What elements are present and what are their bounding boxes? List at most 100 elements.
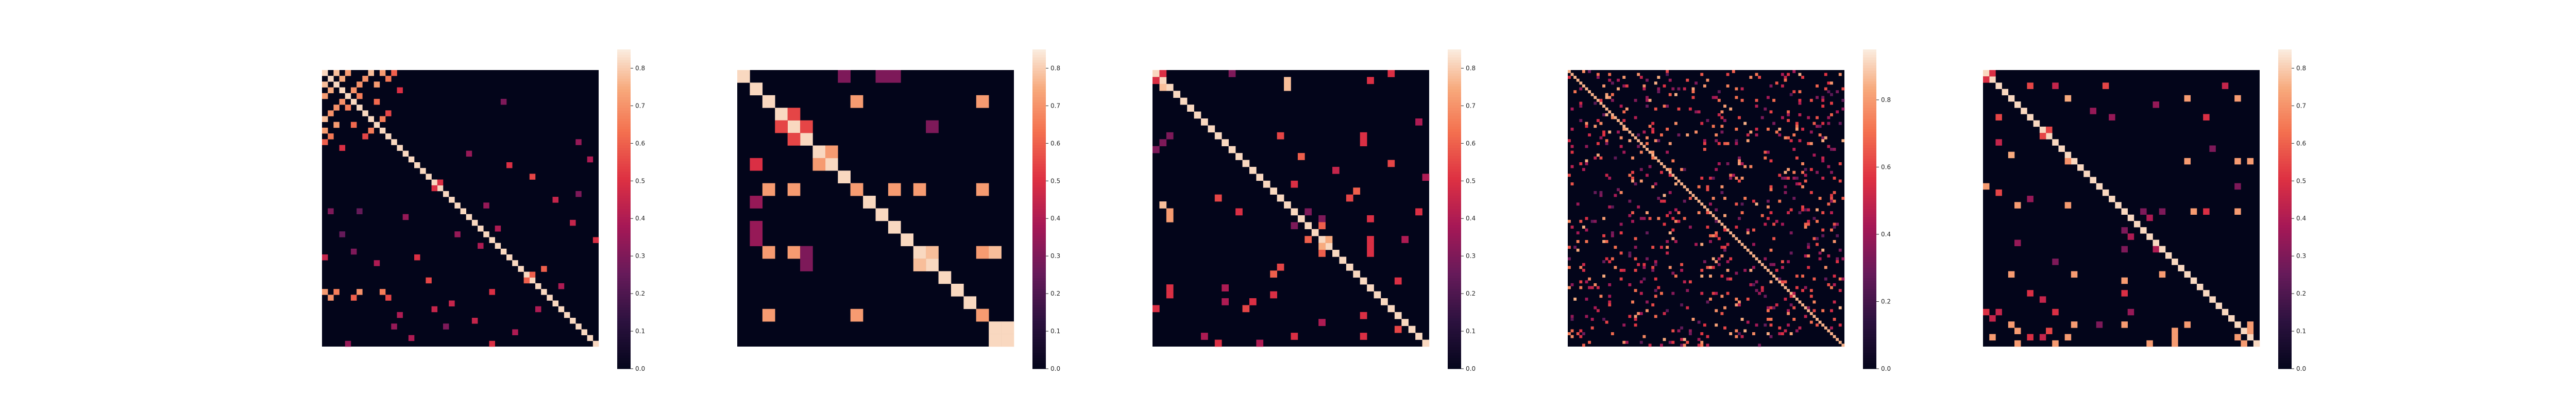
colorbar-gradient-step	[617, 281, 631, 284]
heatmap-cell	[1691, 90, 1695, 94]
heatmap-cell	[1208, 125, 1215, 133]
heatmap-cell	[587, 156, 594, 163]
colorbar-gradient-step	[617, 156, 631, 159]
colorbar-gradient-step	[1863, 241, 1876, 244]
heatmap-cell	[2172, 340, 2178, 347]
colorbar-gradient-step	[1032, 57, 1046, 61]
colorbar-gradient-step	[617, 94, 631, 98]
colorbar-gradient-step	[617, 81, 631, 84]
heatmap-cell	[1660, 133, 1663, 136]
heatmap-cell	[1836, 257, 1839, 261]
heatmap-cell	[1784, 78, 1787, 82]
heatmap-cell	[1628, 199, 1632, 203]
heatmap-cell	[1816, 318, 1819, 321]
colorbar-gradient-step	[1448, 126, 1461, 130]
heatmap-cell	[1318, 222, 1326, 230]
heatmap-cell	[1715, 323, 1718, 327]
heatmap-cell	[466, 214, 472, 220]
colorbar-gradient-step	[1448, 171, 1461, 175]
colorbar-gradient-step	[1863, 313, 1876, 316]
heatmap-cell	[1576, 332, 1580, 335]
colorbar-gradient-step	[1863, 289, 1876, 292]
heatmap-cell	[1666, 150, 1669, 154]
heatmap-cell	[1576, 240, 1580, 243]
heatmap-cell	[1660, 199, 1663, 203]
colorbar-gradient-step	[617, 161, 631, 164]
heatmap-cell	[391, 70, 397, 76]
heatmap-cell	[1628, 254, 1632, 258]
heatmap-cell	[1582, 84, 1585, 88]
heatmap-cell	[1646, 136, 1649, 140]
colorbar-gradient-step	[617, 329, 631, 332]
heatmap-cell	[1764, 222, 1767, 226]
heatmap-cell	[1599, 98, 1603, 102]
heatmap-cell	[322, 81, 328, 88]
heatmap-cell	[2190, 277, 2197, 284]
colorbar-gradient-step	[617, 164, 631, 167]
heatmap-cell	[1833, 191, 1836, 194]
colorbar-gradient-step	[2278, 276, 2292, 279]
colorbar-gradient-step	[1032, 289, 1046, 292]
colorbar-tick-label: 0.1	[1050, 328, 1060, 335]
heatmap-cell	[1651, 156, 1655, 160]
colorbar-gradient-step	[2278, 156, 2292, 159]
colorbar-gradient-step	[1032, 276, 1046, 279]
heatmap-cell	[1697, 185, 1701, 188]
heatmap-cell	[529, 277, 536, 284]
heatmap-cell	[1602, 130, 1606, 134]
heatmap-cell	[2184, 158, 2191, 165]
heatmap-cell	[976, 183, 989, 196]
colorbar-gradient-step	[1448, 116, 1461, 119]
colorbar-gradient-step	[1448, 60, 1461, 63]
colorbar-gradient-step	[1448, 142, 1461, 146]
heatmap-cell	[1830, 148, 1833, 151]
heatmap-cell	[1671, 217, 1675, 220]
heatmap-cell	[483, 202, 489, 209]
colorbar-gradient-step	[1448, 105, 1461, 109]
heatmap-cell	[1585, 145, 1588, 148]
heatmap-cell	[1833, 300, 1836, 304]
heatmap-cell	[1824, 266, 1827, 269]
heatmap-cell	[1784, 170, 1787, 174]
colorbar-tick-label: 0.2	[1466, 290, 1476, 297]
heatmap-cell	[1809, 295, 1813, 298]
heatmap-cell	[1594, 156, 1597, 160]
heatmap-cell	[1746, 297, 1750, 301]
heatmap-cell	[1634, 116, 1637, 119]
colorbar-gradient-step	[1032, 286, 1046, 289]
heatmap-cell	[1570, 283, 1574, 286]
heatmap-cell	[1784, 280, 1787, 284]
heatmap-cell	[1605, 240, 1608, 243]
colorbar-gradient-step	[2278, 124, 2292, 127]
heatmap-cell	[1291, 333, 1298, 340]
heatmap-cell	[1781, 73, 1784, 76]
heatmap-cell	[2234, 183, 2241, 190]
heatmap-cell	[1807, 309, 1810, 313]
heatmap-cell	[825, 158, 838, 171]
heatmap-cell	[1680, 268, 1684, 272]
heatmap-cell	[1809, 130, 1813, 134]
heatmap-cell	[787, 133, 801, 146]
heatmap-cell	[2121, 290, 2128, 297]
colorbar-gradient-step	[1448, 68, 1461, 71]
heatmap-cell	[1789, 303, 1793, 306]
heatmap-cell	[1235, 208, 1243, 216]
colorbar-gradient-step	[617, 182, 631, 185]
heatmap-cell	[1677, 329, 1681, 333]
heatmap-cell	[1646, 148, 1649, 151]
heatmap-cell	[2008, 321, 2015, 328]
colorbar-gradient-step	[1863, 323, 1876, 327]
heatmap-cell	[1818, 320, 1822, 324]
heatmap-cell	[1622, 84, 1626, 88]
colorbar-gradient-step	[1863, 71, 1876, 74]
heatmap-cell	[1798, 300, 1802, 304]
colorbar-gradient-step	[1448, 254, 1461, 258]
colorbar-gradient-step	[1448, 302, 1461, 305]
heatmap-panel-5: 0.00.10.20.30.40.50.60.70.8	[1983, 49, 2306, 372]
heatmap-cell	[1608, 110, 1612, 114]
colorbar-gradient-step	[2278, 305, 2292, 308]
colorbar-gradient-step	[1863, 84, 1876, 87]
heatmap-cell	[1668, 211, 1672, 214]
colorbar-gradient-step	[617, 62, 631, 66]
heatmap-cell	[1775, 277, 1778, 281]
